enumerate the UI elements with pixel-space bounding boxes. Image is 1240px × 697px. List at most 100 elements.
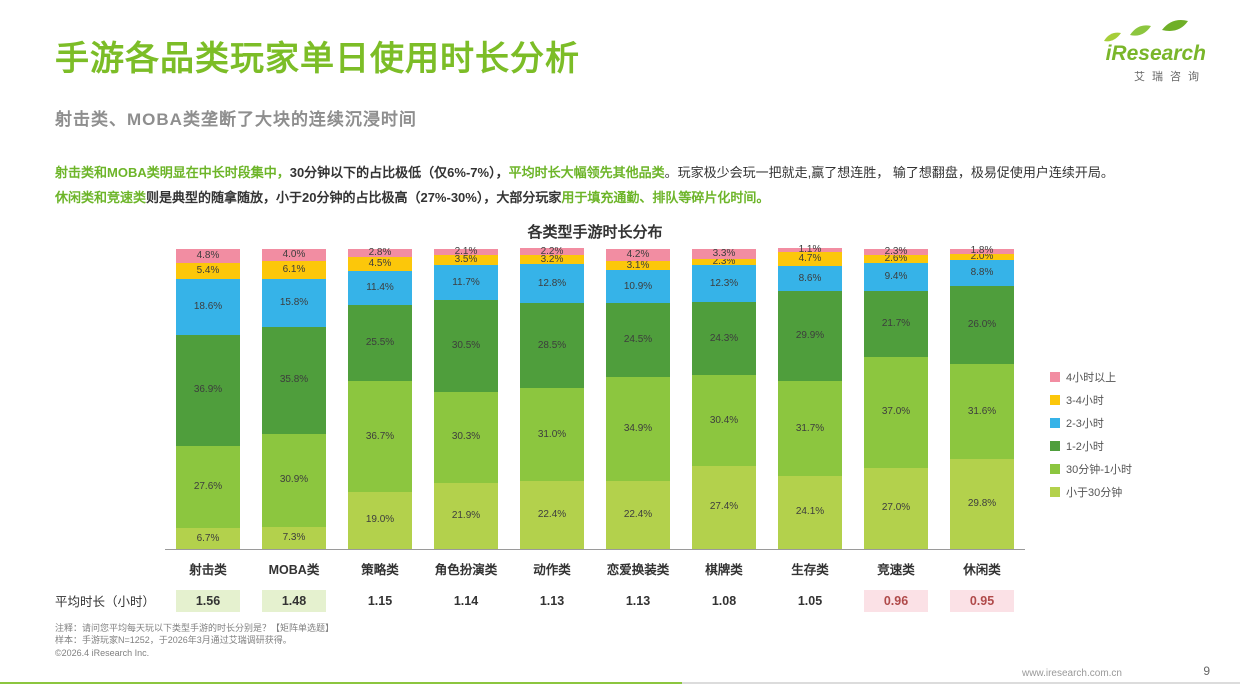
bar-segment: 1.1% [778,244,842,254]
segment-value-label: 3.3% [712,247,736,259]
legend-label: 2-3小时 [1066,418,1104,431]
segment-value-label: 24.5% [623,333,653,345]
segment-value-label: 12.3% [709,277,739,289]
segment-value-label: 3.1% [626,259,650,271]
bar-segment: 27.6% [176,445,240,529]
segment-value-label: 2.6% [884,253,908,265]
segment-value-label: 2.3% [884,246,908,258]
legend-item: 4小时以上 [1050,369,1132,385]
legend-label: 1-2小时 [1066,441,1104,454]
legend-swatch [1050,464,1060,475]
legend-item: 小于30分钟 [1050,484,1132,500]
bar-segment: 6.1% [262,260,326,280]
segment-value-label: 2.0% [970,250,994,262]
segment-value-label: 3.5% [454,254,478,266]
bar-stack: 19.0% 36.7% 25.5% 11.4% 4.5% 2.8% [348,247,412,549]
segment-value-label: 36.9% [193,384,223,396]
segment-value-label: 22.4% [537,508,567,520]
bar-segment: 31.7% [778,381,842,477]
segment-value-label: 29.9% [795,330,825,342]
segment-value-label: 15.8% [279,296,309,308]
bar-segment: 2.0% [950,250,1014,262]
bar-segment: 3.5% [434,255,498,266]
content-area: 手游各品类玩家单日使用时长分析 射击类、MOBA类垄断了大块的连续沉浸时间 射击… [0,40,1240,659]
intro-paragraph-1: 射击类和MOBA类明显在中长时段集中，30分钟以下的占比极低（仅6%-7%），平… [55,162,1185,184]
bar-stack: 22.4% 34.9% 24.5% 10.9% 3.1% 4.2% [606,248,670,549]
segment-value-label: 9.4% [884,271,908,283]
page-number: 9 [1203,664,1210,678]
bar-segment: 36.7% [348,381,412,492]
category-label: 竞速类 [877,562,915,577]
intro-text-segment: 休闲类和竞速类 [55,190,147,206]
bar-segment: 30.5% [434,300,498,392]
bar-column: 6.7% 27.6% 36.9% 18.6% 5.4% 4.8% [165,248,251,549]
average-cell: 1.13 [595,590,681,612]
intro-text-block: 射击类和MOBA类明显在中长时段集中，30分钟以下的占比极低（仅6%-7%），平… [55,162,1185,209]
average-value: 0.96 [864,589,928,612]
page-title: 手游各品类玩家单日使用时长分析 [55,40,580,78]
bar-segment: 12.8% [520,264,584,303]
segment-value-label: 7.3% [282,531,306,543]
category-label: 生存类 [791,562,829,577]
bar-column: 22.4% 31.0% 28.5% 12.8% 3.2% 2.2% [509,245,595,549]
segment-value-label: 27.6% [193,481,223,493]
segment-value-label: 21.7% [881,318,911,329]
segment-value-label: 18.6% [193,301,223,313]
average-value: 1.13 [625,593,651,608]
segment-value-label: 30.5% [451,340,481,352]
bar-segment: 8.8% [950,259,1014,287]
bar-stack: 7.3% 30.9% 35.8% 15.8% 6.1% 4.0% [262,248,326,549]
segment-value-label: 10.9% [623,280,653,292]
segment-value-label: 2.2% [540,245,564,257]
chart-container: 各类型手游时长分布 6.7% 27.6% 36.9% 18.6% 5.4% 4.8% 7.3… [55,221,1185,612]
segment-value-label: 1.8% [970,245,994,257]
intro-paragraph-2: 休闲类和竞速类则是典型的随拿随放，小于20分钟的占比极高（27%-30%），大部… [55,187,1185,209]
segment-value-label: 30.9% [279,474,309,486]
segment-value-label: 6.7% [196,532,220,544]
intro-text-segment: 平均时长大幅领先其他品类 [508,165,665,181]
segment-value-label: 36.7% [365,430,395,442]
bar-segment: 5.4% [176,262,240,280]
bar-segment: 24.5% [606,303,670,377]
bar-stack: 29.8% 31.6% 26.0% 8.8% 2.0% 1.8% [950,245,1014,549]
segment-value-label: 24.1% [795,506,825,518]
bar-segment: 30.4% [692,375,756,467]
average-cell: 1.14 [423,590,509,612]
average-value: 1.13 [539,593,565,608]
bar-segment: 37.0% [864,356,928,468]
bar-segment: 11.4% [348,270,412,305]
footnotes: 注释：请问您平均每天玩以下类型手游的时长分别是？【矩阵单选题】 样本：手游玩家N… [55,622,1185,660]
segment-value-label: 27.0% [881,502,911,514]
average-row: 平均时长（小时） 1.56 1.48 1.15 1.14 1.13 1.13 1.08 1.0… [55,589,1185,612]
category-label: 休闲类 [963,562,1001,577]
segment-value-label: 25.5% [365,337,395,349]
bar-segment: 30.3% [434,391,498,483]
bar-segment: 7.3% [262,526,326,549]
bar-segment: 4.0% [262,248,326,261]
legend-item: 1-2小时 [1050,438,1132,454]
segment-value-label: 26.0% [967,319,997,331]
bar-segment: 31.6% [950,364,1014,460]
legend-label: 3-4小时 [1066,395,1104,408]
bar-segment: 2.1% [434,245,498,257]
legend-swatch [1050,372,1060,383]
bar-segment: 19.0% [348,491,412,549]
legend-label: 小于30分钟 [1066,487,1123,500]
segment-value-label: 12.8% [537,277,567,289]
bar-segment: 29.9% [778,291,842,382]
segment-value-label: 2.8% [368,247,392,259]
segment-value-label: 2.1% [454,245,478,257]
average-cell: 0.95 [939,589,1025,612]
page-subtitle: 射击类、MOBA类垄断了大块的连续沉浸时间 [55,110,417,130]
bar-segment: 6.7% [176,528,240,549]
bar-segment: 21.7% [864,291,928,357]
logo-leaves-icon [1104,20,1188,42]
average-cell: 1.48 [251,589,337,612]
segment-value-label: 29.8% [967,497,997,509]
bar-segment: 18.6% [176,279,240,335]
category-label: 策略类 [361,562,399,577]
segment-value-label: 30.3% [451,431,481,443]
chart-legend: 4小时以上 3-4小时 2-3小时 1-2小时 30分钟-1小时 小于30分钟 [1050,369,1132,507]
segment-value-label: 24.3% [709,332,739,344]
